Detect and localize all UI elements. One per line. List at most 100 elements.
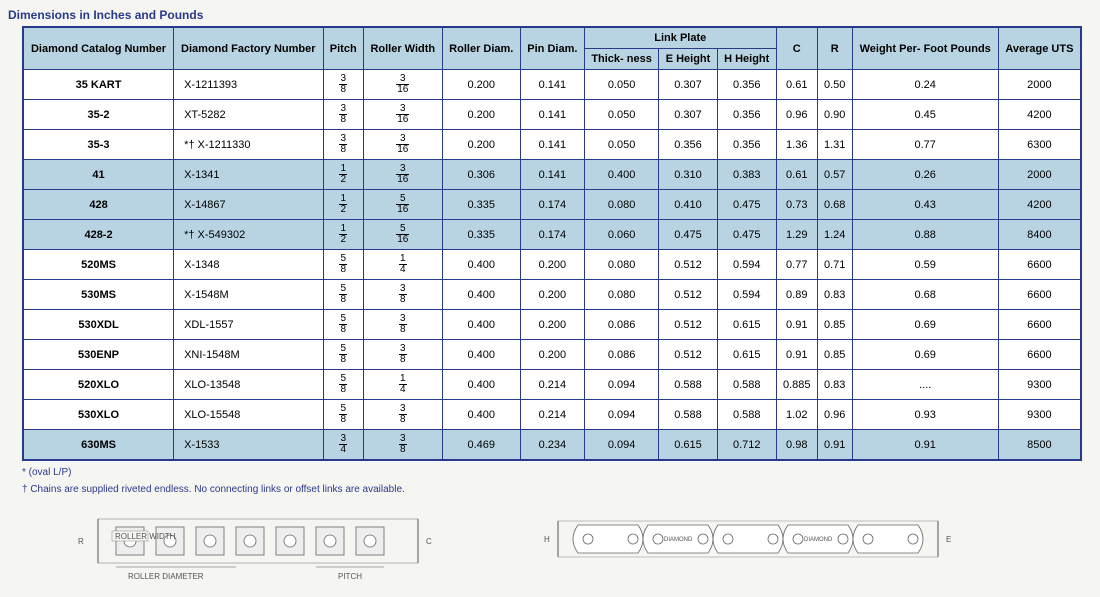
table-cell: 0.83 [817,370,852,400]
table-cell: 0.356 [717,70,776,100]
table-cell: 428 [23,190,174,220]
table-cell: 38 [323,130,363,160]
table-row: 520MSX-134858140.4000.2000.0800.5120.594… [23,250,1081,280]
table-cell: 9300 [998,400,1081,430]
table-cell: 0.96 [817,400,852,430]
table-cell: 0.83 [817,280,852,310]
table-cell: XLO-15548 [174,400,323,430]
table-cell: 1.31 [817,130,852,160]
table-cell: 12 [323,190,363,220]
table-cell: 6600 [998,340,1081,370]
table-cell: 0.335 [442,190,520,220]
col-roller-width: Roller Width [363,27,442,70]
table-cell: 0.594 [717,280,776,310]
table-cell: 38 [363,400,442,430]
table-cell: 0.88 [852,220,998,250]
table-cell: 0.080 [584,280,659,310]
table-cell: 4200 [998,100,1081,130]
table-cell: 0.73 [776,190,817,220]
table-cell: 0.91 [776,310,817,340]
table-body: 35 KARTX-1211393383160.2000.1410.0500.30… [23,70,1081,461]
table-cell: 0.588 [659,400,717,430]
diagram-label-e: E [946,535,951,544]
table-cell: 0.234 [520,430,584,461]
diagram-label-roller-width: ROLLER WIDTH [115,532,176,541]
table-cell: 9300 [998,370,1081,400]
table-cell: 0.400 [442,280,520,310]
table-cell: 0.615 [717,340,776,370]
table-cell: 0.383 [717,160,776,190]
table-cell: 58 [323,400,363,430]
table-cell: 0.512 [659,280,717,310]
table-cell: 520MS [23,250,174,280]
table-cell: 316 [363,100,442,130]
table-cell: 38 [323,70,363,100]
table-cell: 516 [363,220,442,250]
table-cell: 0.200 [442,130,520,160]
table-cell: 530ENP [23,340,174,370]
table-cell: 0.68 [852,280,998,310]
table-cell: 1.02 [776,400,817,430]
col-thickness: Thick- ness [584,49,659,70]
table-row: 41X-1341123160.3060.1410.4000.3100.3830.… [23,160,1081,190]
table-cell: 8400 [998,220,1081,250]
diagram-label-c: C [426,537,432,546]
table-cell: 0.475 [717,220,776,250]
table-cell: 12 [323,160,363,190]
table-cell: 0.141 [520,160,584,190]
footnote-2: † Chains are supplied riveted endless. N… [22,484,1092,495]
table-cell: 1.36 [776,130,817,160]
table-cell: 0.214 [520,400,584,430]
table-cell: XT-5282 [174,100,323,130]
table-cell: 0.086 [584,310,659,340]
table-cell: 0.400 [442,310,520,340]
table-cell: X-1548M [174,280,323,310]
table-cell: 0.43 [852,190,998,220]
table-cell: 0.712 [717,430,776,461]
table-cell: 0.174 [520,220,584,250]
table-cell: 0.90 [817,100,852,130]
table-cell: 12 [323,220,363,250]
table-cell: 0.71 [817,250,852,280]
table-cell: 0.24 [852,70,998,100]
table-cell: 0.356 [659,130,717,160]
table-cell: X-1211393 [174,70,323,100]
table-cell: 0.200 [520,250,584,280]
col-pin-diam: Pin Diam. [520,27,584,70]
table-cell: 0.214 [520,370,584,400]
col-h-height: H Height [717,49,776,70]
diagram-label-diamond-1: DIAMOND [664,537,693,543]
table-cell: 0.356 [717,130,776,160]
table-cell: XDL-1557 [174,310,323,340]
table-cell: 0.475 [659,220,717,250]
table-cell: 0.094 [584,430,659,461]
table-cell: 316 [363,130,442,160]
table-cell: 58 [323,310,363,340]
table-cell: X-14867 [174,190,323,220]
diagram-label-r: R [78,537,84,546]
table-cell: 1.24 [817,220,852,250]
table-cell: 2000 [998,160,1081,190]
table-cell: 0.512 [659,250,717,280]
table-cell: X-1341 [174,160,323,190]
table-cell: 530XLO [23,400,174,430]
table-cell: 0.91 [852,430,998,461]
table-header: Diamond Catalog Number Diamond Factory N… [23,27,1081,70]
table-row: 530ENPXNI-1548M58380.4000.2000.0860.5120… [23,340,1081,370]
table-cell: 0.200 [520,340,584,370]
table-cell: 58 [323,370,363,400]
table-cell: 0.141 [520,70,584,100]
table-cell: 516 [363,190,442,220]
table-cell: 0.174 [520,190,584,220]
table-cell: 0.77 [852,130,998,160]
table-cell: 38 [363,310,442,340]
footnote-1: * (oval L/P) [22,467,1092,478]
table-row: 530MSX-1548M58380.4000.2000.0800.5120.59… [23,280,1081,310]
table-cell: 0.98 [776,430,817,461]
table-cell: 38 [363,340,442,370]
table-cell: 35-3 [23,130,174,160]
table-cell: 0.400 [442,370,520,400]
chain-top-diagram: H E DIAMOND DIAMOND [538,509,958,589]
table-cell: .... [852,370,998,400]
table-cell: 0.91 [776,340,817,370]
